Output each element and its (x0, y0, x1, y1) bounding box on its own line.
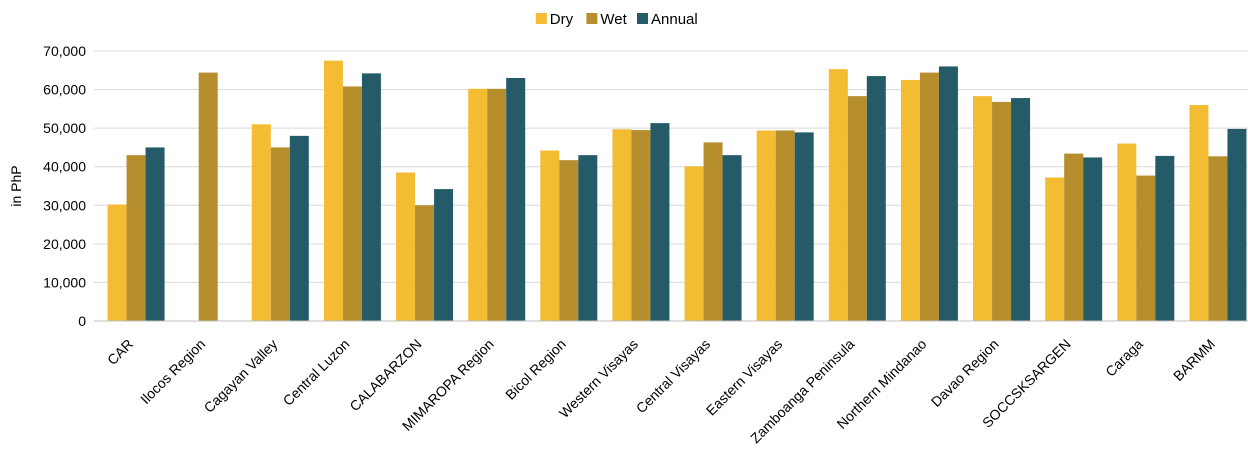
bar-wet (270, 147, 290, 321)
bar-annual (1155, 155, 1175, 321)
y-tick-label: 40,000 (43, 159, 86, 175)
bar-annual (650, 123, 670, 321)
bar-wet (126, 155, 146, 321)
legend-label-annual: Annual (651, 11, 698, 28)
bar-wet (847, 96, 867, 321)
x-tick-label: CALABARZON (346, 336, 424, 414)
x-tick-label: Central Luzon (280, 336, 353, 409)
bar-dry (684, 166, 704, 321)
legend-swatch-wet (586, 13, 598, 24)
x-tick-label: Caraga (1102, 336, 1146, 380)
bar-dry (1189, 105, 1209, 321)
bar-wet (198, 72, 218, 321)
bar-dry (251, 124, 271, 322)
y-tick-label: 10,000 (43, 274, 86, 290)
bar-annual (1227, 128, 1247, 321)
x-tick-label: Central Visayas (633, 336, 713, 416)
bar-wet (1064, 153, 1084, 321)
bar-dry (828, 69, 848, 321)
bar-wet (703, 142, 723, 321)
bar-wet (992, 101, 1012, 322)
bar-wet (342, 86, 362, 321)
bars (107, 60, 1247, 322)
x-tick-label: BARMM (1170, 336, 1218, 384)
x-tick-label: Davao Region (928, 336, 1002, 410)
bar-wet (487, 88, 507, 321)
bar-dry (540, 150, 560, 321)
bar-dry (612, 129, 632, 321)
x-tick-label: Eastern Visayas (703, 336, 786, 419)
bar-dry (323, 60, 343, 322)
bar-annual (506, 78, 526, 321)
bar-annual (145, 147, 165, 321)
legend-label-dry: Dry (550, 11, 574, 28)
bar-annual (866, 76, 886, 321)
bar-annual (434, 189, 454, 321)
bar-wet (775, 130, 795, 321)
bar-dry (1045, 177, 1065, 321)
bar-annual (578, 155, 598, 321)
x-tick-label: Ilocos Region (137, 336, 208, 407)
bar-wet (559, 160, 579, 321)
bar-dry (973, 96, 993, 321)
bar-annual (289, 135, 309, 321)
bar-annual (1011, 98, 1031, 321)
y-tick-label: 20,000 (43, 236, 86, 252)
bar-dry (468, 88, 488, 321)
y-axis-label: in PhP (8, 165, 24, 206)
bar-annual (361, 73, 381, 321)
legend-swatch-dry (535, 13, 547, 24)
bar-annual (722, 155, 742, 321)
y-tick-label: 60,000 (43, 82, 86, 98)
legend-label-wet: Wet (600, 11, 627, 28)
x-tick-label: Bicol Region (502, 336, 569, 403)
legend: Dry Wet Annual (535, 11, 698, 28)
bar-wet (1136, 175, 1156, 321)
x-tick-label: CAR (104, 336, 136, 368)
bar-annual (1083, 157, 1103, 321)
y-tick-label: 70,000 (43, 43, 86, 59)
bar-wet (919, 72, 939, 321)
bar-wet (415, 205, 435, 321)
bar-dry (107, 204, 127, 321)
legend-swatch-annual (637, 13, 648, 24)
bar-wet (631, 130, 651, 321)
x-tick-label: Western Visayas (556, 336, 641, 421)
x-tick-label: Cagayan Valley (201, 336, 281, 416)
bar-dry (756, 130, 776, 321)
bar-dry (396, 172, 416, 321)
y-tick-label: 30,000 (43, 197, 86, 213)
bar-dry (900, 79, 920, 321)
bar-annual (938, 66, 958, 321)
bar-annual (794, 132, 814, 321)
bar-wet (1208, 156, 1228, 321)
bar-dry (1117, 143, 1137, 321)
y-tick-label: 0 (78, 313, 86, 329)
y-tick-label: 50,000 (43, 120, 86, 136)
